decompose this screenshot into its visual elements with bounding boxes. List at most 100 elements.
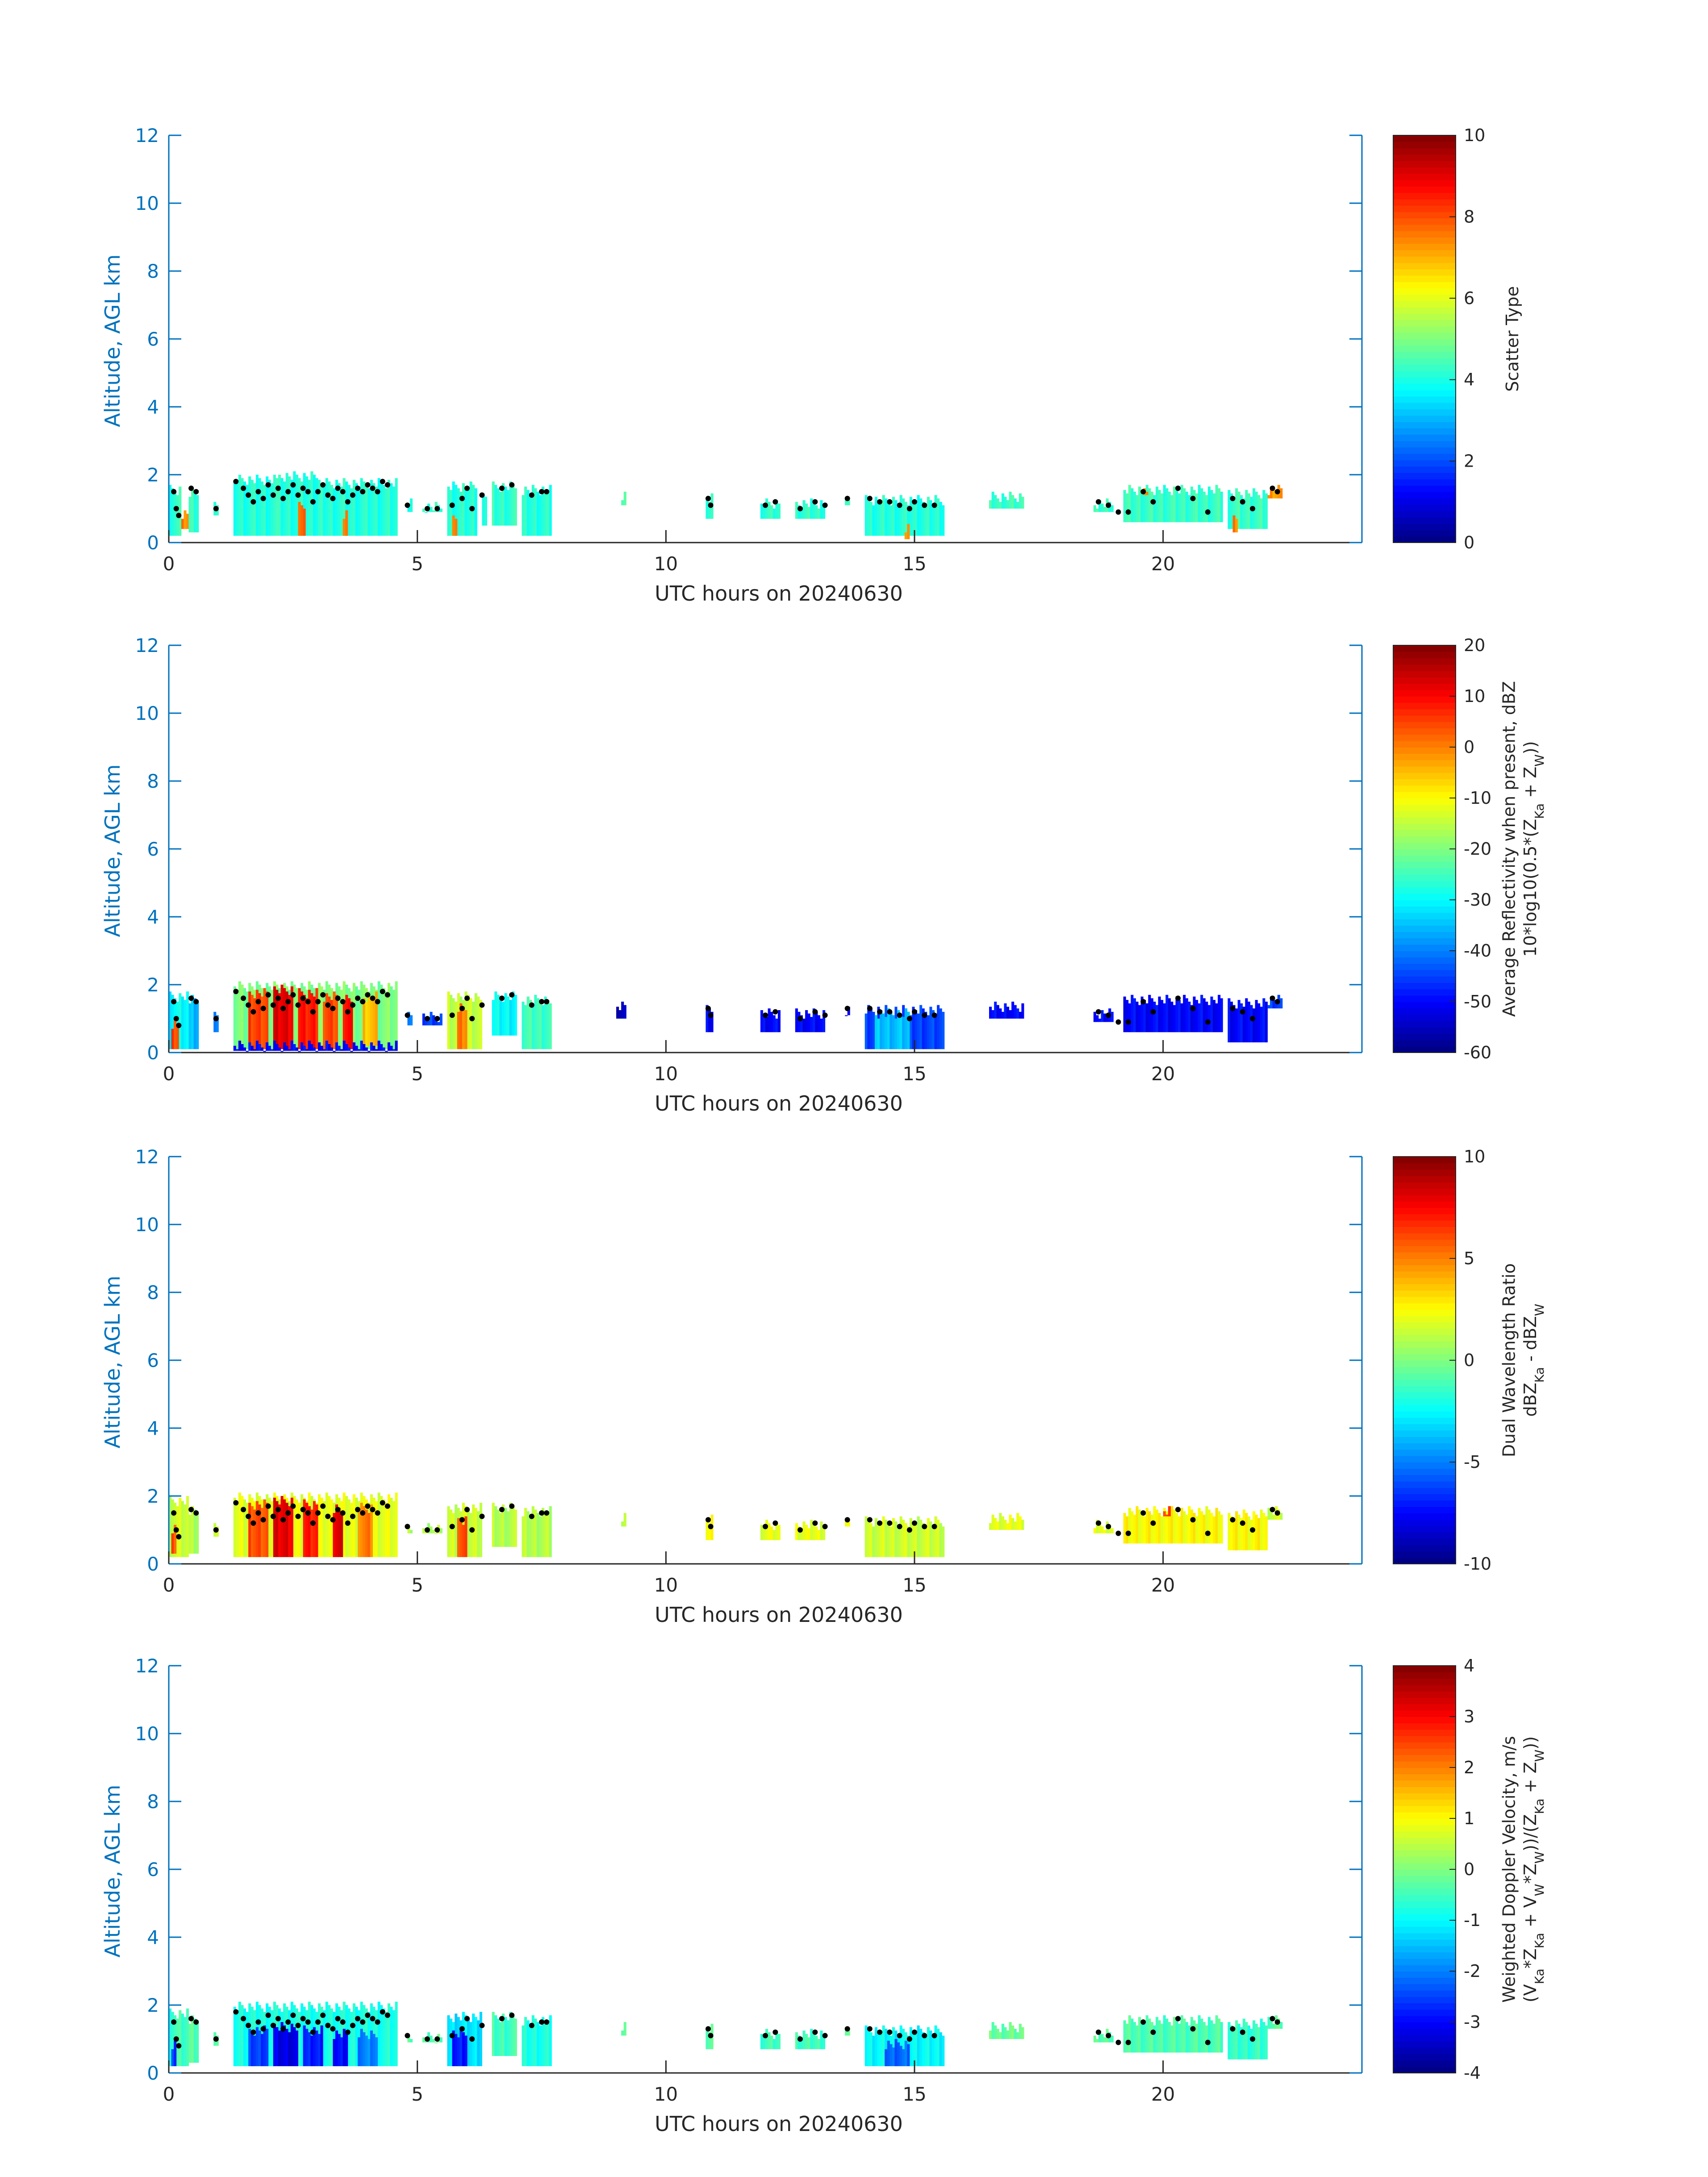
colorbar-segment (1393, 243, 1456, 251)
cloud-base-marker (822, 2033, 828, 2039)
data-column (763, 1013, 766, 1032)
cloud-base-marker (340, 2019, 346, 2025)
data-column (536, 1513, 539, 1557)
cloud-base-marker (469, 2036, 475, 2042)
data-column (174, 492, 177, 536)
colorbar-segment (1393, 180, 1456, 187)
colorbar-segment (1393, 434, 1456, 441)
colorbar-segment (1393, 485, 1456, 492)
data-column (894, 1019, 898, 1049)
data-column (618, 1010, 622, 1019)
data-column (360, 2029, 363, 2066)
colorbar-segment (1393, 652, 1456, 659)
data-column (1093, 2035, 1096, 2043)
colorbar-segment (1393, 1475, 1456, 1482)
data-column (290, 2023, 293, 2066)
data-column (919, 498, 923, 536)
data-column (303, 473, 306, 536)
data-column (278, 2031, 281, 2066)
cloud-base-marker (265, 482, 271, 488)
data-column (991, 2022, 994, 2039)
data-column (919, 1520, 923, 1557)
data-column (501, 483, 505, 526)
data-column (798, 1526, 801, 1540)
data-column (432, 510, 435, 512)
colorbar-segment (1393, 842, 1456, 849)
data-column (298, 2012, 301, 2066)
data-column (315, 478, 318, 536)
data-column (293, 985, 296, 1049)
data-column (1001, 1011, 1004, 1019)
data-column (1108, 1525, 1111, 1534)
data-column (181, 518, 184, 529)
data-column (193, 998, 196, 1049)
data-column (196, 1002, 199, 1049)
data-column (233, 1497, 236, 1557)
data-column (216, 1015, 219, 1032)
colorbar-segment (1393, 995, 1456, 1002)
data-column (1103, 1530, 1107, 1534)
cloud-base-marker (705, 496, 711, 501)
data-column (1207, 1509, 1211, 1544)
data-column (544, 2020, 547, 2066)
data-column (847, 1007, 850, 1015)
colorbar-segment (1393, 1990, 1456, 1997)
cloud-base-marker (173, 506, 179, 511)
data-column (820, 2031, 823, 2049)
x-axis-label: UTC hours on 20240630 (655, 1603, 903, 1627)
colorbar-segment (1393, 1027, 1456, 1034)
data-column (795, 2032, 798, 2049)
data-column (243, 481, 246, 536)
data-column (547, 1000, 550, 1049)
data-column (880, 2034, 883, 2066)
data-column (308, 990, 311, 1049)
data-column (927, 2027, 930, 2066)
data-column (271, 483, 274, 536)
colorbar-segment (1393, 1946, 1456, 1953)
colorbar-segment (1393, 320, 1456, 327)
colorbar-segment (1393, 1557, 1456, 1564)
colorbar-tick-label: -10 (1464, 1554, 1491, 1574)
data-column (313, 996, 316, 1049)
data-column (308, 2032, 311, 2066)
data-column (1260, 1509, 1263, 1550)
cloud-base-marker (246, 1513, 251, 1519)
cloud-base-marker (544, 489, 550, 494)
data-column (409, 498, 413, 512)
data-column (474, 488, 477, 536)
data-column (1138, 486, 1141, 522)
data-column (1262, 490, 1265, 529)
data-column (457, 1518, 460, 1557)
colorbar-segment (1393, 1208, 1456, 1215)
cloud-base-marker (539, 1510, 544, 1516)
data-column (1272, 2023, 1275, 2029)
data-column (514, 2018, 517, 2056)
data-column (1237, 2023, 1240, 2060)
data-column (889, 2044, 893, 2066)
data-column (345, 994, 348, 1049)
data-column (1275, 1003, 1278, 1009)
colorbar-label: Dual Wavelength RatiodBZKa - dBZW (1499, 1263, 1546, 1457)
data-column (347, 998, 351, 1049)
data-column (494, 1506, 497, 1547)
colorbar-segment (1393, 1691, 1456, 1698)
data-column (706, 1520, 709, 1540)
cloud-base-marker (285, 489, 291, 494)
colorbar-segment (1393, 1799, 1456, 1806)
data-column (922, 501, 925, 536)
data-column (251, 480, 254, 536)
data-column (902, 1017, 905, 1049)
data-column (1267, 1005, 1270, 1009)
data-column (1165, 2018, 1169, 2053)
colorbar-segment (1393, 1360, 1456, 1367)
data-column (504, 2017, 507, 2056)
data-column (169, 485, 172, 536)
data-column (370, 1042, 373, 1051)
cloud-base-marker (375, 489, 380, 494)
colorbar-segment (1393, 1411, 1456, 1418)
cloud-base-marker (360, 1510, 366, 1516)
data-column (549, 1506, 552, 1557)
data-column (233, 1045, 236, 1051)
colorbar-segment (1393, 760, 1456, 767)
colorbar-segment (1393, 740, 1456, 748)
